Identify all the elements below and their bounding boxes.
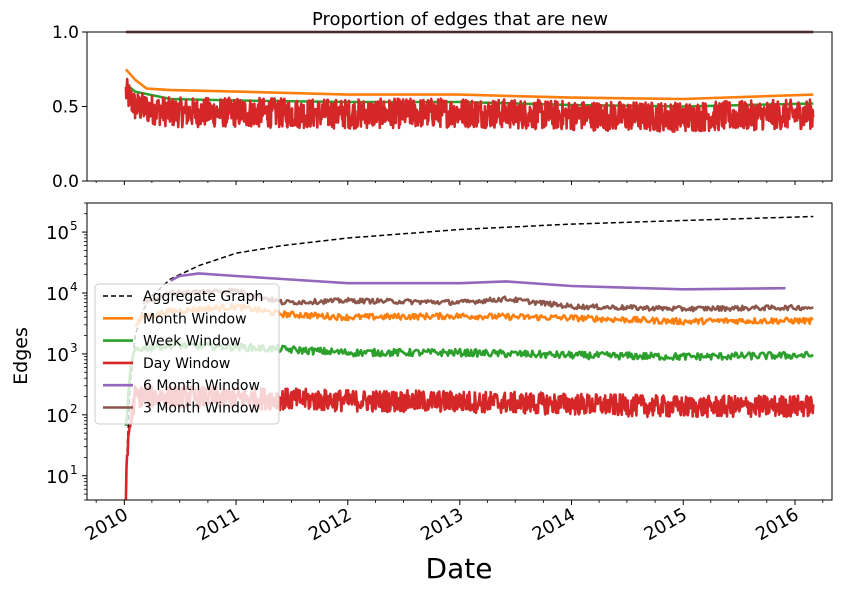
bottom-y-tick-label: 10 — [46, 406, 69, 427]
legend: Aggregate Graph Month Window Week Window Da… — [94, 283, 280, 425]
bottom-x-tick-label: 2011 — [193, 504, 243, 545]
bottom-y-tick-exponent: 5 — [70, 219, 78, 233]
bottom-y-tick-exponent: 2 — [70, 402, 78, 416]
bottom-y-tick-exponent: 1 — [70, 463, 78, 477]
bottom-y-tick-exponent: 3 — [70, 341, 78, 355]
bottom-y-tick-label: 10 — [46, 345, 69, 366]
legend-label-3-month-window: 3 Month Window — [143, 401, 260, 417]
bottom-x-tick-label: 2012 — [305, 504, 355, 545]
top-y-tick-label: 0.0 — [52, 172, 79, 192]
legend-label-day-window: Day Window — [143, 356, 230, 372]
top-chart-axes: 0.0 0.5 1.0 — [52, 23, 796, 192]
legend-label-aggregate-graph: Aggregate Graph — [143, 289, 263, 305]
top-chart-title: Proportion of edges that are new — [312, 9, 608, 30]
top-chart-series — [124, 30, 815, 133]
x-axis-label: Date — [426, 552, 493, 585]
top-y-tick-label: 0.5 — [52, 98, 79, 118]
bottom-x-tick-label: 2014 — [529, 504, 579, 545]
legend-label-6-month-window: 6 Month Window — [143, 378, 260, 394]
bottom-series-6-month-window — [170, 272, 786, 291]
top-series-month-window — [124, 68, 814, 101]
bottom-y-tick-label: 10 — [46, 284, 69, 305]
bottom-x-tick-label: 2016 — [752, 504, 802, 545]
legend-label-week-window: Week Window — [143, 334, 241, 350]
bottom-y-tick-exponent: 4 — [70, 280, 78, 294]
bottom-y-tick-label: 10 — [46, 223, 69, 244]
bottom-x-tick-label: 2013 — [417, 504, 467, 545]
top-y-tick-label: 1.0 — [52, 23, 79, 43]
bottom-x-tick-label: 2010 — [82, 504, 132, 545]
legend-label-month-window: Month Window — [143, 311, 247, 327]
bottom-y-tick-label: 10 — [46, 467, 69, 488]
top-series-day-window — [124, 77, 815, 133]
bottom-x-tick-label: 2015 — [641, 504, 691, 545]
y-axis-label: Edges — [10, 327, 32, 385]
legend-box — [94, 283, 280, 425]
